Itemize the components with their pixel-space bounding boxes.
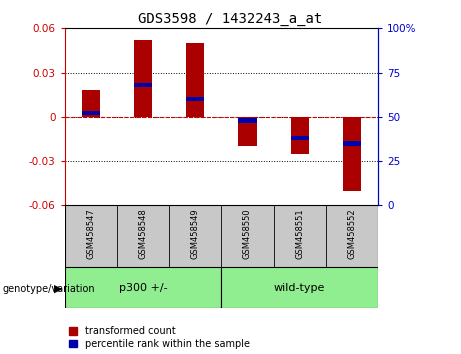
Bar [82,111,100,115]
Text: GSM458552: GSM458552 [348,209,356,259]
Text: GDS3598 / 1432243_a_at: GDS3598 / 1432243_a_at [138,12,323,27]
Bar [290,117,309,154]
Bar [343,141,361,145]
Text: GSM458551: GSM458551 [295,209,304,259]
Text: GSM458549: GSM458549 [191,209,200,259]
Bar [238,117,256,146]
Bar [343,117,361,190]
Text: ▶: ▶ [54,284,63,293]
Text: genotype/variation: genotype/variation [2,284,95,293]
Text: GSM458548: GSM458548 [138,209,148,259]
Legend: transformed count, percentile rank within the sample: transformed count, percentile rank withi… [70,326,250,349]
Bar [82,90,100,117]
Text: GSM458550: GSM458550 [243,209,252,259]
Bar [186,97,204,101]
Text: p300 +/-: p300 +/- [118,282,167,293]
Text: GSM458547: GSM458547 [86,209,95,259]
Bar [134,40,152,117]
Bar [221,267,378,308]
Bar [65,267,221,308]
Text: wild-type: wild-type [274,282,325,293]
Bar [134,83,152,87]
Bar [290,136,309,140]
Bar [238,118,256,122]
Bar [186,43,204,117]
